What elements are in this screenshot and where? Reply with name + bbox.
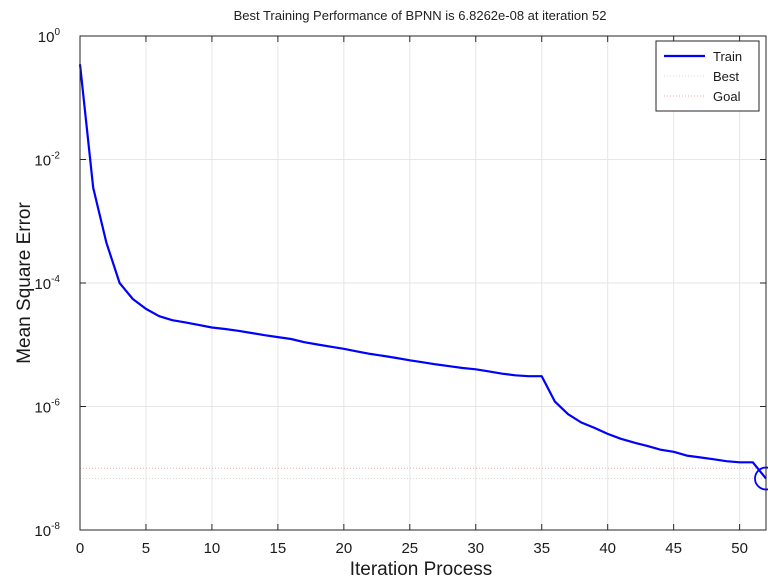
x-tick-label: 20 xyxy=(336,540,353,557)
y-tick-exponent: -8 xyxy=(51,521,60,532)
x-tick-label: 25 xyxy=(401,540,418,557)
x-tick-label: 5 xyxy=(142,540,150,557)
y-tick-exponent: 0 xyxy=(54,27,60,38)
x-axis: 0 5 10 15 20 25 30 35 40 45 50 xyxy=(76,36,748,557)
x-tick-label: 30 xyxy=(467,540,484,557)
x-tick-label: 15 xyxy=(270,540,287,557)
x-tick-label: 35 xyxy=(533,540,550,557)
x-tick-label: 50 xyxy=(731,540,748,557)
legend-label-train: Train xyxy=(713,49,742,64)
y-tick-label: 10-4 xyxy=(34,274,60,293)
y-tick-exponent: -2 xyxy=(51,151,60,162)
y-tick-label: 10-8 xyxy=(34,521,60,540)
y-tick-base: 10 xyxy=(34,523,51,540)
y-tick-base: 10 xyxy=(34,153,51,170)
y-tick-label: 100 xyxy=(38,27,61,46)
legend-label-goal: Goal xyxy=(713,89,741,104)
y-tick-base: 10 xyxy=(34,400,51,417)
y-tick-label: 10-2 xyxy=(34,151,60,170)
legend-box xyxy=(655,40,760,112)
y-axis-label: Mean Square Error xyxy=(14,202,35,364)
legend-label-best: Best xyxy=(713,69,739,84)
x-tick-label: 45 xyxy=(665,540,682,557)
y-tick-base: 10 xyxy=(34,276,51,293)
chart-title: Best Training Performance of BPNN is 6.8… xyxy=(234,8,607,23)
grid xyxy=(80,36,766,530)
y-tick-exponent: -6 xyxy=(51,398,60,409)
y-tick-label: 10-6 xyxy=(34,398,60,417)
train-series-line xyxy=(78,64,767,480)
y-tick-base: 10 xyxy=(38,29,55,46)
x-tick-label: 40 xyxy=(599,540,616,557)
legend: Train Best Goal xyxy=(655,40,760,112)
y-tick-exponent: -4 xyxy=(51,274,60,285)
x-axis-label: Iteration Process xyxy=(350,559,493,580)
x-tick-label: 0 xyxy=(76,540,84,557)
x-tick-label: 10 xyxy=(204,540,221,557)
